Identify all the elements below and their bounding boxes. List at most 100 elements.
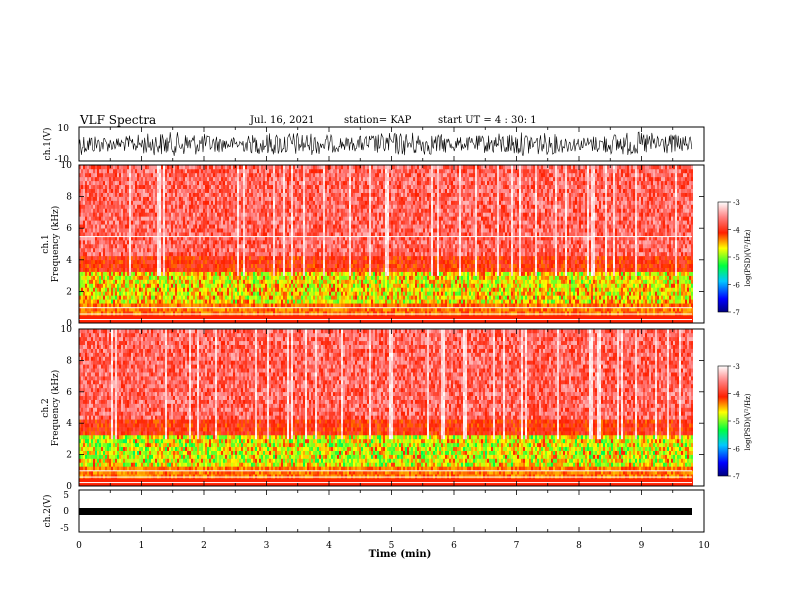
spectrogram-cell <box>199 280 201 284</box>
spectrogram-cell <box>233 201 235 205</box>
spectrogram-cell <box>277 248 279 252</box>
spectrogram-cell <box>285 303 287 307</box>
spectrogram-cell <box>283 216 285 220</box>
spectrogram-cell <box>219 232 221 236</box>
spectrogram-cell <box>125 181 127 185</box>
spectrogram-cell <box>221 287 223 291</box>
spectrogram-cell <box>129 315 131 319</box>
spectrogram-cell <box>263 165 265 169</box>
spectrogram-cell <box>293 189 295 193</box>
spectrogram-cell <box>111 299 113 303</box>
spectrogram-cell <box>145 291 147 295</box>
spectrogram-cell <box>109 299 111 303</box>
spectrogram-cell <box>87 264 89 268</box>
spectrogram-cell <box>285 212 287 216</box>
spectrogram-cell <box>319 287 321 291</box>
spectrogram-cell <box>81 220 83 224</box>
spectrogram-cell <box>187 181 189 185</box>
spectrogram-cell <box>269 165 271 169</box>
spectrogram-cell <box>89 287 91 291</box>
spectrogram-cell <box>133 264 135 268</box>
spectrogram-cell <box>223 232 225 236</box>
spectrogram-cell <box>209 284 211 288</box>
spectrogram-cell <box>187 173 189 177</box>
spectrogram-cell <box>309 299 311 303</box>
spectrogram-cell <box>227 248 229 252</box>
spectrogram-cell <box>219 185 221 189</box>
spectrogram-cell <box>173 260 175 264</box>
spectrogram-cell <box>275 287 277 291</box>
spectrogram-cell <box>247 197 249 201</box>
spectrogram-cell <box>105 224 107 228</box>
spectrogram-cell <box>123 303 125 307</box>
spectrogram-cell <box>175 173 177 177</box>
spectrogram-cell <box>319 228 321 232</box>
spectrogram-cell <box>213 299 215 303</box>
spectrogram-cell <box>285 205 287 209</box>
spectrogram-cell <box>135 208 137 212</box>
spectrogram-cell <box>181 299 183 303</box>
spectrogram-cell <box>229 248 231 252</box>
spectrogram-cell <box>137 299 139 303</box>
spectrogram-cell <box>291 244 293 248</box>
spectrogram-cell <box>219 315 221 319</box>
spectrogram-cell <box>229 185 231 189</box>
spectrogram-cell <box>107 240 109 244</box>
spectrogram-cell <box>285 193 287 197</box>
spectrogram-cell <box>309 240 311 244</box>
spectrogram-cell <box>219 244 221 248</box>
spectrogram-cell <box>143 216 145 220</box>
spectrogram-cell <box>271 299 273 303</box>
spectrogram-cell <box>223 264 225 268</box>
spectrogram-cell <box>275 224 277 228</box>
spectrogram-cell <box>115 287 117 291</box>
spectrogram-cell <box>147 193 149 197</box>
spectrogram-cell <box>207 232 209 236</box>
spectrogram-cell <box>317 256 319 260</box>
spectrogram-cell <box>211 291 213 295</box>
spectrogram-cell <box>245 169 247 173</box>
spectrogram-cell <box>133 287 135 291</box>
spectrogram-cell <box>167 280 169 284</box>
spectrogram-cell <box>189 169 191 173</box>
spectrogram-cell <box>199 287 201 291</box>
spectrogram-cell <box>197 303 199 307</box>
spectrogram-cell <box>299 284 301 288</box>
spectrogram-cell <box>245 177 247 181</box>
spectrogram-cell <box>183 197 185 201</box>
spectrogram-cell <box>165 173 167 177</box>
spectrogram-cell <box>195 295 197 299</box>
spectrogram-cell <box>283 201 285 205</box>
spectrogram-cell <box>113 295 115 299</box>
spectrogram-cell <box>221 169 223 173</box>
spectrogram-cell <box>145 248 147 252</box>
spectrogram-cell <box>127 291 129 295</box>
spectrogram-cell <box>287 291 289 295</box>
spectrogram-cell <box>291 220 293 224</box>
spectrogram-cell <box>97 169 99 173</box>
spectrogram-cell <box>121 165 123 169</box>
spectrogram-cell <box>173 311 175 315</box>
spectrogram-cell <box>87 280 89 284</box>
spectrogram-cell <box>159 264 161 268</box>
spectrogram-cell <box>171 315 173 319</box>
spectrogram-cell <box>211 276 213 280</box>
spectrogram-cell <box>293 299 295 303</box>
spectrogram-cell <box>119 264 121 268</box>
spectrogram-cell <box>281 205 283 209</box>
spectrogram-cell <box>201 287 203 291</box>
spectrogram-cell <box>157 224 159 228</box>
spectrogram-cell <box>241 220 243 224</box>
spectrogram-cell <box>261 193 263 197</box>
spectrogram-cell <box>207 252 209 256</box>
spectrogram-cell <box>269 189 271 193</box>
spectrogram-cell <box>113 216 115 220</box>
spectrogram-cell <box>255 315 257 319</box>
spectrogram-cell <box>221 272 223 276</box>
spectrogram-cell <box>307 264 309 268</box>
spectrogram-cell <box>91 276 93 280</box>
spectrogram-cell <box>291 299 293 303</box>
spectrogram-cell <box>153 240 155 244</box>
spectrogram-cell <box>185 287 187 291</box>
spectrogram-cell <box>229 256 231 260</box>
